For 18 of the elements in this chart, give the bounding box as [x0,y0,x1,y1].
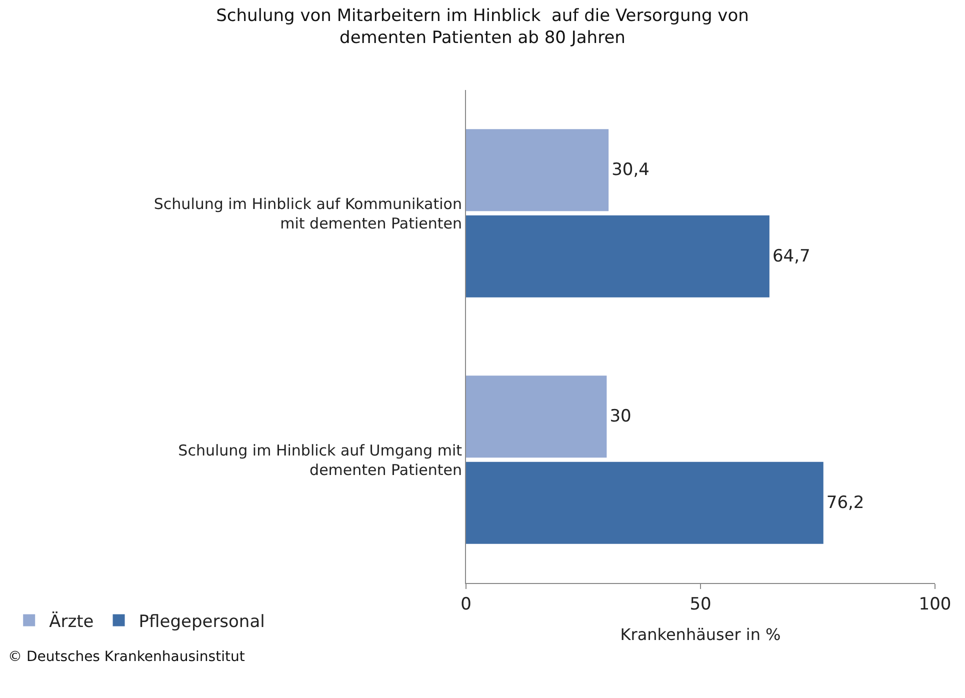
x-tick-label: 100 [918,594,952,614]
x-axis-title: Krankenhäuser in % [620,625,781,644]
bar [466,129,609,212]
text: © Deutsches Krankenhausinstitut [8,649,246,665]
y-tick-label: Schulung im Hinblick auf Kommunikation mit dementen Patienten [154,194,462,232]
data-label: 30 [610,406,632,427]
y-tick-label: Schulung im Hinblick auf Umgang mit dementen Patienten [178,441,462,479]
legend-label: Ärzte [49,610,94,632]
x-tick-label: 0 [460,594,472,614]
bar [466,462,824,544]
legend-label: Pflegepersonal [138,612,265,632]
x-tick-label: 50 [690,594,712,614]
bar [466,376,607,458]
data-label: 64,7 [772,246,810,266]
bar [466,215,770,298]
chart-title: Schulung von Mitarbeitern im Hinblick auf die Versorgung von dementen Patienten ab 80 Jahren [216,6,749,48]
data-label: 30,4 [612,160,650,180]
data-label: 76,2 [826,492,864,513]
